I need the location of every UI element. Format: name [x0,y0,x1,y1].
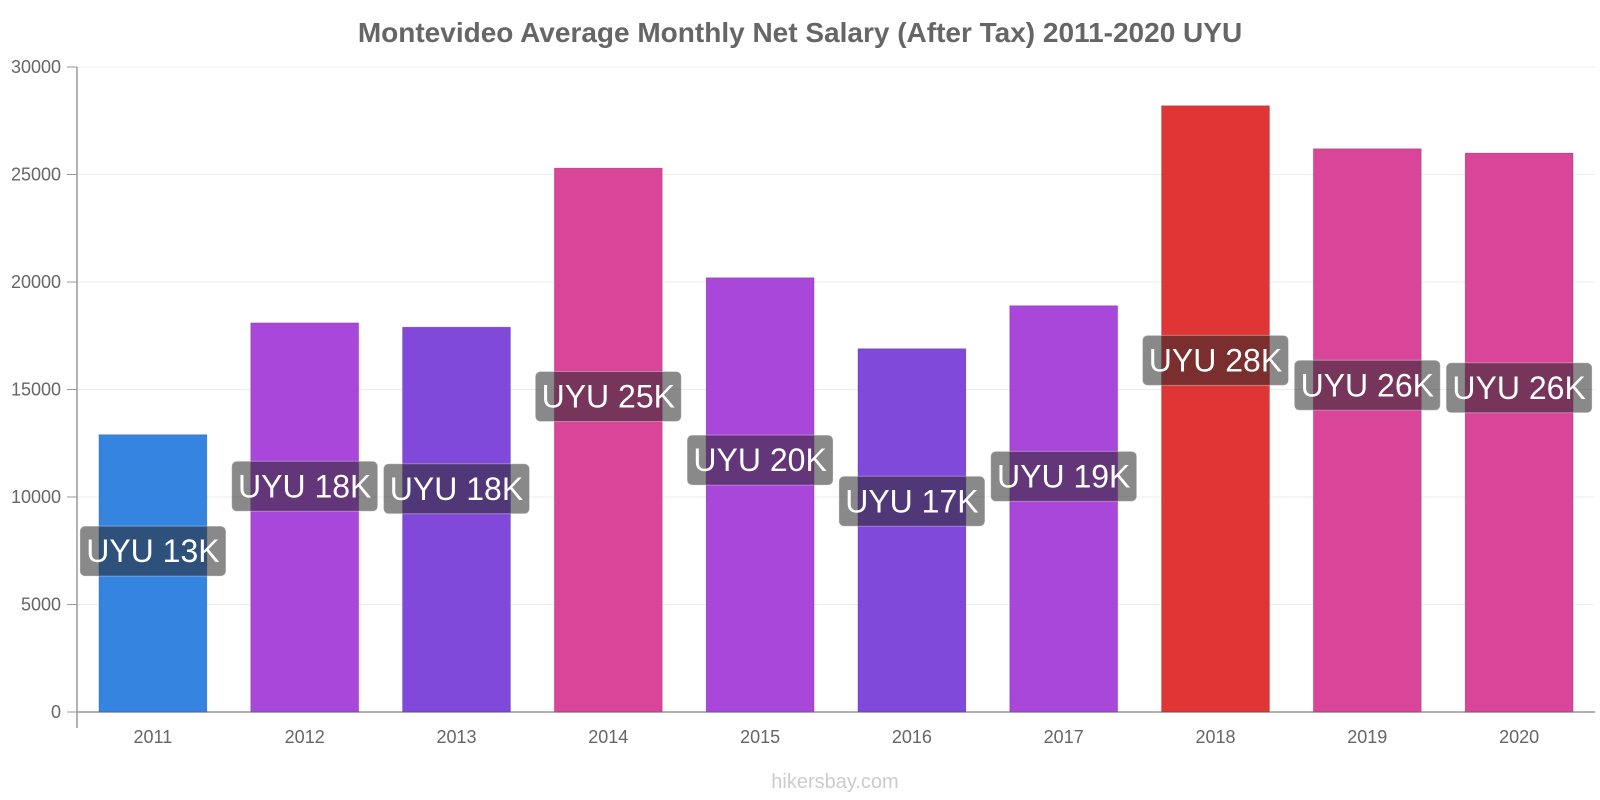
y-tick-label: 25000 [11,165,61,185]
data-label-2019: UYU 26K [1293,359,1441,411]
y-tick-label: 15000 [11,380,61,400]
x-tick-label: 2019 [1347,727,1387,747]
data-label-text: UYU 19K [997,458,1130,494]
data-label-2017: UYU 19K [990,450,1138,502]
data-label-box [990,450,1138,502]
data-label-2011: UYU 13K [79,525,227,577]
bar-2015 [705,277,815,713]
data-label-2016: UYU 17K [838,475,986,527]
data-label-text: UYU 26K [1301,367,1434,403]
data-label-text: UYU 26K [1452,370,1585,406]
credit-text: hikersbay.com [771,771,898,793]
bar-2018 [1161,105,1270,713]
data-label-text: UYU 25K [542,379,675,415]
data-label-box [383,463,530,515]
x-tick-label: 2012 [285,727,325,747]
x-tick-label: 2016 [892,727,932,747]
y-tick-label: 5000 [21,595,61,615]
data-label-2012: UYU 18K [231,460,379,512]
bars [98,105,1574,713]
x-tick-label: 2015 [740,727,780,747]
x-tick-label: 2011 [134,727,173,747]
data-label-text: UYU 17K [845,483,978,519]
bar-2020 [1464,152,1574,713]
y-tick-label: 30000 [11,57,61,77]
data-label-2020: UYU 26K [1445,362,1593,414]
y-tick-label: 0 [51,702,61,722]
y-tick-label: 20000 [11,272,61,292]
data-label-box [838,475,986,527]
x-axis-ticks: 2011 2012 2013 2014 2015 2016 2017 2018 2019 2020 [134,727,1540,747]
y-tick-label: 10000 [11,487,61,507]
data-label-2013: UYU 18K [383,463,530,515]
x-tick-label: 2017 [1044,727,1084,747]
data-label-box [534,371,682,423]
data-labels: UYU 13K UYU 18K UYU 18K UYU 25K UYU 20K UYU 1… [79,334,1593,577]
data-label-2015: UYU 20K [686,434,834,486]
data-label-text: UYU 28K [1149,342,1282,378]
bar-2019 [1312,148,1422,713]
x-tick-label: 2013 [436,727,476,747]
data-label-text: UYU 18K [238,468,371,504]
data-label-2018: UYU 28K [1142,334,1289,386]
x-tick-label: 2018 [1195,727,1235,747]
data-label-box [79,525,227,577]
chart-title: Montevideo Average Monthly Net Salary (A… [358,17,1242,48]
data-label-text: UYU 18K [390,471,523,507]
data-label-2014: UYU 25K [534,371,682,423]
data-label-box [1293,359,1441,411]
bar-2014 [553,167,663,713]
data-label-box [1445,362,1593,414]
data-label-text: UYU 20K [693,442,826,478]
x-tick-label: 2020 [1499,727,1539,747]
x-tick-label: 2014 [588,727,628,747]
bar-2013 [402,326,511,713]
bar-2017 [1009,305,1119,713]
data-label-box [1142,334,1289,386]
data-label-text: UYU 13K [86,533,219,569]
data-label-box [686,434,834,486]
data-label-box [231,460,379,512]
y-axis-ticks: 0 5000 10000 15000 20000 25000 30000 [11,57,77,722]
bar-2012 [250,322,360,713]
bar-2016 [857,348,967,713]
